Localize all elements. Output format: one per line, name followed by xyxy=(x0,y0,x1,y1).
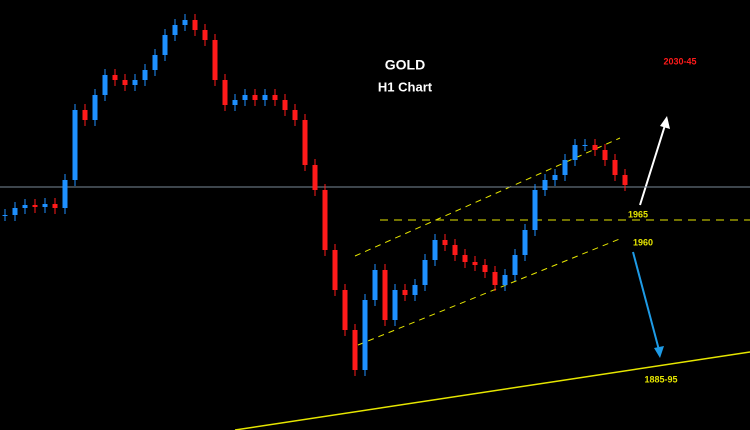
candle-body xyxy=(252,95,258,100)
candle-body xyxy=(372,270,378,300)
target-label: 2030-45 xyxy=(663,56,696,66)
candle-body xyxy=(562,160,568,175)
candle-body xyxy=(182,20,188,25)
candle-body xyxy=(502,275,508,285)
candle-body xyxy=(422,260,428,285)
arrow-up-head xyxy=(660,116,670,129)
level-label: 1965 xyxy=(628,209,648,219)
candle-body xyxy=(312,165,318,190)
candle-body xyxy=(612,160,618,175)
candle-body xyxy=(2,215,8,216)
target-label: 1885-95 xyxy=(644,374,677,384)
channel-upper xyxy=(354,137,621,257)
arrow-down xyxy=(632,251,660,351)
arrow-up xyxy=(639,121,667,206)
chart-title: GOLD xyxy=(385,57,425,73)
candle-body xyxy=(82,110,88,120)
candle-body xyxy=(532,190,538,230)
candle-body xyxy=(52,204,58,208)
candle-body xyxy=(622,175,628,185)
arrow-down-head xyxy=(654,346,664,358)
candle-body xyxy=(272,95,278,100)
candle-body xyxy=(382,270,388,320)
candle-body xyxy=(92,95,98,120)
candle-body xyxy=(112,75,118,80)
candle-body xyxy=(362,300,368,370)
candle-body xyxy=(302,120,308,165)
candle-body xyxy=(142,70,148,80)
candle-body xyxy=(152,55,158,70)
candle-body xyxy=(482,265,488,272)
candle-body xyxy=(352,330,358,370)
candle-body xyxy=(132,80,138,85)
candle-body xyxy=(282,100,288,110)
chart-subtitle: H1 Chart xyxy=(378,79,433,94)
candle-body xyxy=(412,285,418,295)
candle-body xyxy=(402,290,408,295)
candle-body xyxy=(572,145,578,160)
candle-body xyxy=(552,175,558,180)
candle-body xyxy=(322,190,328,250)
candle-body xyxy=(512,255,518,275)
candle-body xyxy=(62,180,68,208)
candle-body xyxy=(542,180,548,190)
channel-lower xyxy=(357,237,623,346)
candle-body xyxy=(162,35,168,55)
candle-body xyxy=(522,230,528,255)
candle-body xyxy=(212,40,218,80)
candle-body xyxy=(202,30,208,40)
candle-body xyxy=(192,20,198,30)
candle-body xyxy=(22,205,28,208)
candle-body xyxy=(342,290,348,330)
candle-body xyxy=(592,145,598,150)
candle-body xyxy=(472,262,478,265)
candle-body xyxy=(582,145,588,146)
level-label: 1960 xyxy=(633,237,653,247)
candle-body xyxy=(172,25,178,35)
candle-body xyxy=(452,245,458,255)
candle-body xyxy=(492,272,498,285)
candle-body xyxy=(292,110,298,120)
candle-body xyxy=(42,204,48,207)
candle-body xyxy=(12,208,18,215)
trendline xyxy=(234,351,750,430)
candle-body xyxy=(232,100,238,105)
candle-body xyxy=(442,240,448,245)
candle-body xyxy=(602,150,608,160)
candle-body xyxy=(242,95,248,100)
candle-body xyxy=(122,80,128,85)
candle-body xyxy=(32,205,38,207)
candle-body xyxy=(72,110,78,180)
candle-body xyxy=(432,240,438,260)
candle-body xyxy=(392,290,398,320)
candle-body xyxy=(332,250,338,290)
candle-body xyxy=(102,75,108,95)
candle-body xyxy=(262,95,268,100)
candle-body xyxy=(222,80,228,105)
candle-body xyxy=(462,255,468,262)
